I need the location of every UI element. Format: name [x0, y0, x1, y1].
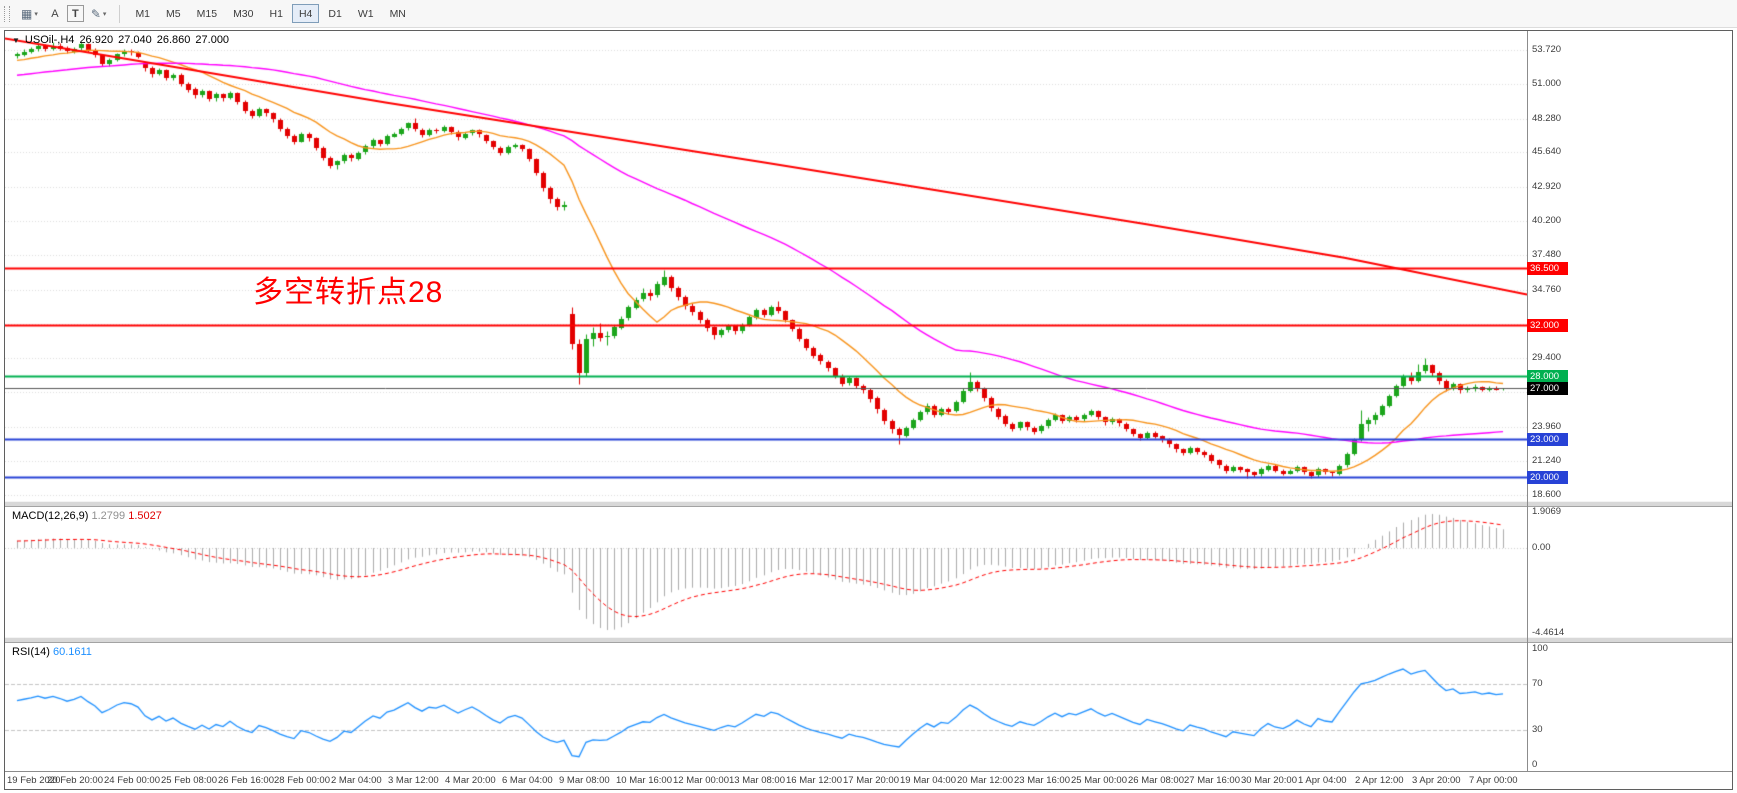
time-axis-label: 2 Mar 04:00: [331, 775, 382, 786]
chevron-down-icon: ▾: [102, 10, 107, 18]
macd-label: MACD(12,26,9) 1.2799 1.5027: [12, 510, 162, 522]
pane-resize-handle[interactable]: [5, 637, 1732, 643]
ohlc-open: 26.920: [79, 34, 114, 46]
price-axis-label: 40.200: [1532, 215, 1562, 226]
rsi-axis-label: 100: [1532, 643, 1548, 654]
chart-annotation[interactable]: 多空转折点28: [253, 276, 444, 309]
time-axis-label: 17 Mar 20:00: [843, 775, 899, 786]
time-axis-label: 3 Apr 20:00: [1412, 775, 1461, 786]
timeframe-d1-button[interactable]: D1: [321, 4, 348, 23]
time-axis-label: 3 Mar 12:00: [388, 775, 439, 786]
price-level-badge: 36.500: [1527, 262, 1568, 275]
time-axis-label: 13 Mar 08:00: [729, 775, 785, 786]
price-axis-label: 18.600: [1532, 489, 1562, 500]
timeframe-w1-button[interactable]: W1: [351, 4, 381, 23]
ohlc-low: 26.860: [156, 34, 191, 46]
macd-signal-value: 1.5027: [128, 510, 162, 522]
price-axis-label: 51.000: [1532, 78, 1562, 89]
toolbar-separator: [119, 4, 121, 23]
symbol-timeframe-label: USOil-,H4: [24, 34, 75, 46]
price-axis-label: 45.640: [1532, 146, 1562, 157]
collapse-toggle-icon[interactable]: ▼: [12, 35, 20, 45]
time-axis-label: 1 Apr 04:00: [1298, 775, 1347, 786]
rsi-axis-label: 70: [1532, 678, 1543, 689]
macd-axis-label: 0.00: [1532, 542, 1551, 553]
time-axis-label: 19 Feb 2020: [7, 775, 61, 786]
price-axis-label: 37.480: [1532, 249, 1562, 260]
time-axis-label: 19 Mar 04:00: [900, 775, 956, 786]
toolbar-grip[interactable]: [4, 5, 10, 22]
time-axis-label: 2 Apr 12:00: [1355, 775, 1404, 786]
price-axis-label: 53.720: [1532, 44, 1562, 55]
macd-name: MACD(12,26,9): [12, 510, 89, 522]
price-level-badge: 20.000: [1527, 471, 1568, 484]
price-axis-label: 34.760: [1532, 284, 1562, 295]
chart-window: ▼ USOil-,H4 26.920 27.040 26.860 27.000 …: [4, 30, 1733, 790]
timeframe-m1-button[interactable]: M1: [128, 4, 157, 23]
toolbar: ▦ ▾ A T ✎ ▾ M1 M5 M15 M30 H1 H4 D1 W1 MN: [0, 0, 1737, 28]
cursor-tool-button[interactable]: A: [45, 4, 65, 24]
timeframe-mn-button[interactable]: MN: [383, 4, 413, 23]
time-axis-label: 25 Feb 08:00: [161, 775, 217, 786]
price-level-badge: 32.000: [1527, 319, 1568, 332]
macd-indicator-canvas[interactable]: [5, 507, 1527, 637]
price-level-badge: 28.000: [1527, 370, 1568, 383]
timeframe-m5-button[interactable]: M5: [159, 4, 188, 23]
macd-axis-label: 1.9069: [1532, 506, 1562, 517]
time-axis-label: 9 Mar 08:00: [559, 775, 610, 786]
time-axis-label: 23 Mar 16:00: [1014, 775, 1070, 786]
time-axis-label: 30 Mar 20:00: [1241, 775, 1297, 786]
time-axis-label: 6 Mar 04:00: [502, 775, 553, 786]
text-tool-button[interactable]: T: [66, 5, 84, 22]
rsi-value: 60.1611: [52, 646, 92, 658]
time-axis-label: 26 Feb 16:00: [218, 775, 274, 786]
timeframe-m30-button[interactable]: M30: [226, 4, 260, 23]
timeframe-h1-button[interactable]: H1: [263, 4, 290, 23]
timeframe-m15-button[interactable]: M15: [190, 4, 224, 23]
pencil-icon: ✎: [90, 6, 101, 21]
time-axis-line: [5, 771, 1732, 772]
price-axis-label: 21.240: [1532, 455, 1562, 466]
time-axis-label: 25 Mar 00:00: [1071, 775, 1127, 786]
rsi-axis-label: 0: [1532, 759, 1538, 770]
price-axis-label: 29.400: [1532, 352, 1562, 363]
ohlc-high: 27.040: [118, 34, 152, 46]
price-axis-line: [1527, 31, 1528, 771]
time-axis-label: 10 Mar 16:00: [616, 775, 672, 786]
rsi-label: RSI(14) 60.1611: [12, 646, 92, 658]
time-axis-label: 26 Mar 08:00: [1128, 775, 1184, 786]
macd-axis-label: -4.4614: [1532, 627, 1565, 638]
time-axis-label: 16 Mar 12:00: [786, 775, 842, 786]
timeframe-h4-button[interactable]: H4: [291, 4, 320, 23]
price-level-badge: 23.000: [1527, 433, 1568, 446]
macd-main-value: 1.2799: [91, 510, 126, 522]
rsi-name: RSI(14): [12, 646, 50, 658]
current-price-badge: 27.000: [1527, 382, 1568, 395]
time-axis-label: 4 Mar 20:00: [445, 775, 496, 786]
time-axis-label: 7 Apr 00:00: [1469, 775, 1518, 786]
pane-resize-handle[interactable]: [5, 501, 1732, 507]
chart-title: ▼ USOil-,H4 26.920 27.040 26.860 27.000: [12, 34, 229, 46]
rsi-indicator-canvas[interactable]: [5, 643, 1527, 771]
chart-type-button[interactable]: ▦ ▾: [16, 4, 43, 24]
time-axis-label: 28 Feb 00:00: [274, 775, 330, 786]
rsi-axis-label: 30: [1532, 724, 1543, 735]
time-axis-label: 20 Mar 12:00: [957, 775, 1013, 786]
time-axis-label: 20 Feb 20:00: [47, 775, 103, 786]
price-axis-label: 48.280: [1532, 113, 1562, 124]
price-axis-label: 42.920: [1532, 181, 1562, 192]
time-axis-label: 27 Mar 16:00: [1184, 775, 1240, 786]
time-axis-label: 12 Mar 00:00: [673, 775, 729, 786]
main-chart-canvas[interactable]: [5, 31, 1527, 501]
grid-icon: ▦: [21, 6, 33, 21]
chevron-down-icon: ▾: [34, 10, 38, 18]
price-axis-label: 23.960: [1532, 421, 1562, 432]
ohlc-close: 27.000: [195, 34, 230, 46]
draw-tool-button[interactable]: ✎ ▾: [86, 4, 112, 24]
time-axis-label: 24 Feb 00:00: [104, 775, 160, 786]
